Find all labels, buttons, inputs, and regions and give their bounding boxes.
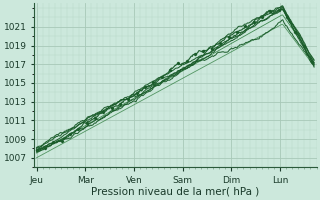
X-axis label: Pression niveau de la mer( hPa ): Pression niveau de la mer( hPa ) bbox=[91, 187, 260, 197]
